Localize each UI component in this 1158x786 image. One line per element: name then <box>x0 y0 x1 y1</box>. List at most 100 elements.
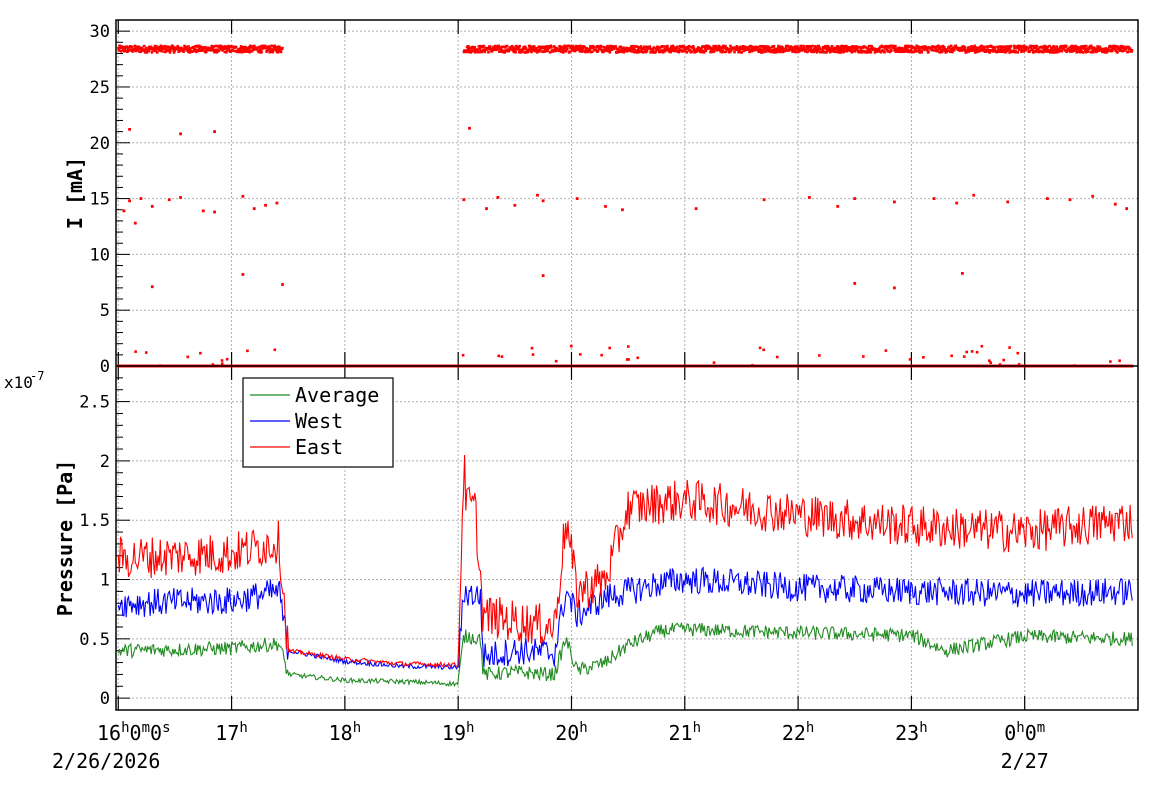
data-point <box>993 46 997 49</box>
data-point <box>499 48 503 51</box>
data-point <box>700 47 703 51</box>
data-point <box>740 47 744 51</box>
data-point <box>1054 48 1058 52</box>
data-point <box>1031 51 1035 54</box>
data-point <box>830 45 834 48</box>
data-point <box>983 48 986 51</box>
data-point <box>130 48 133 51</box>
data-point <box>922 356 925 359</box>
data-point <box>623 49 627 53</box>
data-point <box>663 49 667 53</box>
data-point <box>564 50 568 53</box>
data-point <box>568 50 572 53</box>
data-point <box>984 50 988 53</box>
data-point <box>798 49 801 53</box>
data-point <box>1111 48 1114 52</box>
data-point <box>577 46 581 49</box>
data-point <box>1002 358 1006 362</box>
data-point <box>142 44 146 48</box>
data-point <box>579 44 582 48</box>
data-point <box>828 50 832 54</box>
data-point <box>530 50 533 54</box>
data-point <box>719 49 722 53</box>
data-point <box>972 193 976 197</box>
data-point <box>176 45 180 48</box>
data-point <box>1045 197 1049 200</box>
data-point <box>252 207 256 211</box>
data-point <box>252 48 256 51</box>
data-point <box>276 50 280 54</box>
data-point <box>278 46 282 50</box>
data-point <box>248 50 252 54</box>
data-point <box>1059 46 1063 50</box>
data-point <box>628 49 632 52</box>
data-point <box>878 46 881 50</box>
data-point <box>279 50 283 54</box>
data-point <box>617 47 620 51</box>
current-panel: 0 5 10 15 20 25 30 I [mA] <box>63 19 1138 377</box>
data-point <box>178 46 182 50</box>
data-point <box>836 49 840 52</box>
data-point <box>260 50 263 54</box>
data-point <box>1006 200 1010 204</box>
data-point <box>667 50 671 53</box>
data-point <box>938 51 942 54</box>
x-tick-label: 20h <box>555 720 588 745</box>
data-point <box>856 48 859 52</box>
data-point <box>169 49 172 52</box>
data-point <box>638 50 642 53</box>
data-point <box>686 45 690 49</box>
data-point <box>606 44 609 48</box>
data-point <box>584 50 587 54</box>
data-point <box>1026 46 1030 50</box>
data-point <box>862 49 865 53</box>
data-point <box>243 47 246 50</box>
data-point <box>892 46 896 50</box>
y-tick-label: 5 <box>100 301 110 321</box>
data-point <box>1090 46 1093 49</box>
x-tick-label-superscript: h <box>919 720 927 736</box>
data-point <box>1110 46 1113 49</box>
y-exponent-power: -7 <box>30 369 44 383</box>
data-point <box>804 48 807 51</box>
series-current <box>117 44 1134 368</box>
data-point <box>828 49 831 52</box>
data-point <box>1084 44 1088 48</box>
y-tick-label: 1 <box>100 571 110 591</box>
data-point <box>160 49 164 53</box>
data-point <box>530 346 534 350</box>
data-point <box>749 44 753 48</box>
x-tick-label-superscript: h <box>806 720 814 736</box>
data-point <box>576 48 579 51</box>
data-point <box>154 49 157 53</box>
data-point <box>904 50 908 53</box>
data-point <box>664 46 668 50</box>
data-point <box>662 51 665 54</box>
data-point <box>525 50 528 54</box>
data-point <box>883 50 886 54</box>
data-point <box>277 48 281 51</box>
data-point <box>850 50 854 54</box>
data-point <box>1080 50 1083 53</box>
data-point <box>473 49 476 53</box>
data-point <box>195 50 198 54</box>
data-point <box>817 46 821 49</box>
data-point <box>477 45 481 48</box>
data-point <box>1021 48 1025 51</box>
data-point <box>513 48 517 51</box>
data-point <box>133 48 137 51</box>
data-point <box>173 49 176 53</box>
data-point <box>202 46 206 50</box>
data-point <box>461 353 465 357</box>
data-point <box>1019 46 1023 50</box>
data-point <box>220 46 223 50</box>
x-tick-label-value: 16 <box>97 721 121 745</box>
data-point <box>590 50 594 54</box>
data-point <box>720 46 724 49</box>
data-point <box>894 44 897 48</box>
data-point <box>764 45 768 48</box>
data-point <box>241 194 245 198</box>
data-point <box>708 45 712 49</box>
data-point <box>128 48 131 52</box>
data-point <box>159 44 163 48</box>
